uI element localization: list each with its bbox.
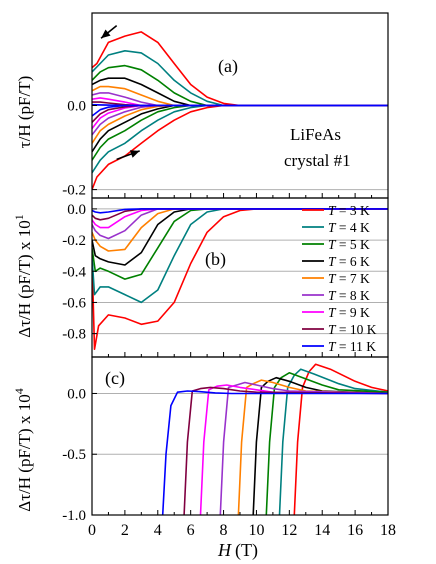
series-line: [92, 208, 388, 252]
x-axis-label: H (T): [217, 540, 258, 561]
y-axis-label-c: Δτ/H (pF/T) x 104: [12, 388, 34, 511]
series-line: [92, 31, 388, 107]
y-tick-label: -1.0: [62, 508, 86, 524]
legend-label: T = 3 K: [328, 203, 370, 218]
y-tick-label: 0.0: [67, 202, 86, 218]
series-line: [92, 104, 388, 174]
x-tick-label: 4: [154, 522, 162, 539]
panel-c: 0.0 -0.5 -1.0: [62, 356, 389, 524]
y-axis-label-b-text: Δτ/H (pF/T) x 10: [15, 220, 34, 337]
legend-label: T = 11 K: [328, 339, 376, 354]
legend-label: T = 8 K: [328, 288, 370, 303]
y-tick-label: 0.0: [67, 99, 86, 115]
x-tick-label: 8: [220, 522, 228, 539]
series-line: [237, 379, 388, 515]
x-tick-labels: 0 2 4 6 8 10 12 14 16 18: [88, 522, 396, 539]
series-line: [293, 363, 388, 515]
series-group: [92, 31, 388, 190]
arrow-head: [101, 29, 111, 39]
x-tick-label: 6: [187, 522, 195, 539]
y-tick-label: -0.8: [62, 327, 86, 343]
series-line: [92, 64, 388, 107]
series-line: [161, 390, 388, 515]
x-tick-label: 12: [281, 522, 297, 539]
series-line: [92, 208, 388, 214]
series-line: [183, 386, 388, 515]
y-axis-label-a: τ/H (pF/T): [15, 76, 34, 148]
panel-a: 0.0 -0.2: [62, 12, 389, 199]
series-group: [161, 363, 388, 515]
legend-label: T = 6 K: [328, 254, 370, 269]
y-tick-label: -0.6: [62, 295, 86, 311]
x-tick-label: 10: [248, 522, 264, 539]
series-line: [92, 104, 388, 190]
panel-label-c: (c): [105, 368, 125, 389]
y-tick-label: -0.2: [62, 233, 86, 249]
legend-label: T = 7 K: [328, 271, 370, 286]
x-tick-label: 18: [380, 522, 396, 539]
series-line: [92, 92, 388, 107]
x-axis-var: H: [217, 540, 232, 560]
x-tick-label: 16: [347, 522, 363, 539]
series-line: [219, 381, 388, 515]
x-tick-label: 0: [88, 522, 96, 539]
y-axis-label-c-exp: 4: [12, 388, 26, 394]
series-line: [92, 104, 388, 153]
crystal-label: crystal #1: [284, 151, 351, 170]
y-axis-label-b: Δτ/H (pF/T) x 101: [12, 214, 34, 337]
series-line: [92, 50, 388, 107]
series-line: [92, 104, 388, 117]
arrow-head: [129, 150, 140, 158]
legend-label: T = 10 K: [328, 322, 377, 337]
series-line: [92, 97, 388, 107]
series-line: [92, 104, 388, 136]
y-axis-label-b-exp: 1: [12, 214, 26, 220]
series-line: [199, 384, 388, 515]
series-line: [265, 372, 388, 515]
legend: T = 3 K T = 4 K T = 5 K T = 6 K T = 7 K T = 8…: [302, 203, 377, 354]
y-axis-label-c-text: Δτ/H (pF/T) x 10: [15, 394, 34, 511]
series-line: [92, 77, 388, 107]
y-tick-label: -0.4: [62, 264, 86, 280]
series-line: [92, 208, 388, 266]
legend-label: T = 4 K: [328, 220, 370, 235]
sample-label: LiFeAs: [290, 125, 341, 144]
legend-label: T = 9 K: [328, 305, 370, 320]
y-tick-label: -0.2: [62, 183, 86, 199]
panel-label-b: (b): [205, 249, 226, 270]
series-line: [92, 208, 388, 350]
series-group: [92, 208, 388, 350]
panel-label-a: (a): [218, 56, 238, 77]
series-line: [278, 368, 388, 515]
x-axis-unit: (T): [235, 540, 258, 561]
legend-label: T = 5 K: [328, 237, 370, 252]
series-line: [92, 208, 388, 304]
series-line: [92, 104, 388, 144]
y-tick-label: -0.5: [62, 447, 86, 463]
series-line: [92, 208, 388, 280]
series-line: [252, 376, 388, 515]
x-tick-label: 14: [314, 522, 330, 539]
x-tick-label: 2: [121, 522, 129, 539]
y-tick-label: 0.0: [67, 386, 86, 402]
series-line: [92, 85, 388, 107]
